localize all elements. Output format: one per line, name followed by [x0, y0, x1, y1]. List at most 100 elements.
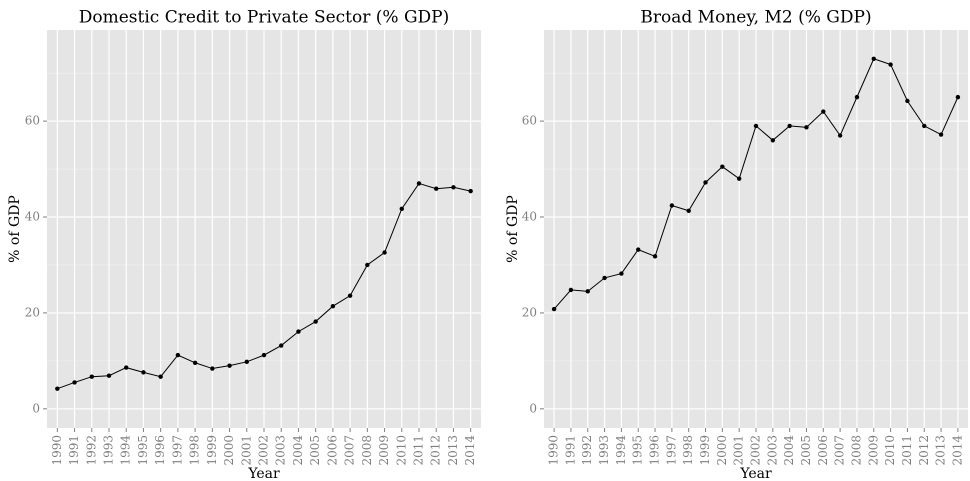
data-point [787, 123, 792, 129]
data-point [905, 98, 910, 104]
data-point [468, 188, 473, 194]
x-tick-label: 2000 [715, 435, 729, 466]
y-axis-title: % of GDP [505, 195, 521, 263]
data-point [551, 306, 557, 312]
data-point [451, 185, 456, 190]
x-tick-label: 1997 [170, 435, 184, 466]
data-point [871, 56, 876, 61]
data-point [124, 365, 129, 370]
y-tick-label: 60 [25, 114, 40, 128]
x-tick-label: 2007 [833, 435, 847, 466]
x-tick-label: 1999 [205, 435, 219, 466]
data-point [888, 62, 893, 67]
data-point [382, 250, 387, 255]
x-tick-label: 1996 [648, 435, 662, 466]
data-point [770, 138, 776, 143]
x-tick-label: 2011 [412, 435, 426, 466]
x-axis-title: Year [739, 466, 772, 481]
x-tick-label: 1993 [102, 435, 116, 466]
data-point [804, 125, 809, 130]
data-point [686, 208, 691, 213]
x-tick-label: 2010 [394, 435, 408, 466]
data-point [279, 343, 284, 348]
x-tick-label: 1993 [597, 435, 611, 466]
data-point [141, 370, 146, 375]
y-tick-label: 60 [522, 114, 537, 128]
data-point [89, 374, 94, 379]
y-tick-label: 0 [32, 401, 40, 415]
data-point [602, 275, 607, 281]
x-tick-label: 2013 [934, 435, 948, 466]
data-point [837, 133, 843, 138]
x-tick-label: 2002 [257, 435, 271, 466]
x-tick-label: 2006 [816, 435, 830, 466]
data-point [365, 262, 370, 268]
x-tick-label: 2009 [866, 435, 880, 466]
data-point [854, 94, 860, 100]
x-tick-label: 1994 [119, 435, 133, 466]
x-tick-label: 2000 [222, 435, 236, 466]
y-tick-label: 20 [522, 305, 537, 319]
data-point [399, 206, 404, 212]
data-point [192, 360, 198, 365]
x-tick-label: 1995 [631, 435, 645, 466]
x-tick-label: 2003 [274, 435, 288, 466]
x-tick-label: 1996 [153, 435, 167, 466]
data-point [416, 181, 422, 186]
y-tick-label: 0 [529, 401, 537, 415]
x-tick-label: 2003 [765, 435, 779, 466]
data-point [55, 386, 60, 391]
x-tick-label: 2002 [749, 435, 763, 466]
x-tick-label: 2004 [291, 435, 305, 466]
x-axis-title: Year [247, 466, 280, 481]
x-tick-label: 1994 [614, 435, 628, 466]
data-point [955, 94, 961, 100]
chart-title: Domestic Credit to Private Sector (% GDP… [79, 8, 450, 28]
y-tick-label: 40 [522, 210, 537, 224]
data-point [72, 380, 77, 385]
data-point [210, 366, 215, 371]
data-point [158, 374, 163, 379]
x-tick-label: 1997 [664, 435, 678, 466]
data-point [821, 109, 826, 114]
x-tick-label: 1990 [547, 435, 561, 466]
x-tick-label: 1999 [698, 435, 712, 466]
data-point [669, 203, 675, 208]
x-tick-label: 2010 [883, 435, 897, 466]
x-tick-label: 1992 [580, 435, 594, 466]
y-tick-label: 20 [25, 305, 40, 319]
x-tick-label: 2001 [239, 435, 253, 466]
data-point [568, 287, 574, 293]
x-tick-label: 1990 [50, 435, 64, 466]
x-tick-label: 1995 [136, 435, 150, 466]
data-point [753, 123, 759, 129]
y-axis-title: % of GDP [7, 195, 23, 263]
data-point [244, 359, 249, 365]
data-point [938, 132, 944, 137]
x-tick-label: 1991 [67, 435, 81, 466]
x-tick-label: 2005 [799, 435, 813, 466]
data-point [227, 363, 232, 368]
chart-title: Broad Money, M2 (% GDP) [640, 8, 871, 28]
x-tick-label: 2012 [429, 435, 443, 466]
x-tick-label: 1998 [681, 435, 695, 466]
data-point [636, 247, 641, 252]
x-tick-label: 2006 [325, 435, 339, 466]
x-tick-label: 1998 [188, 435, 202, 466]
x-tick-label: 2005 [308, 435, 322, 466]
data-point [585, 289, 590, 294]
data-point [330, 304, 336, 309]
x-tick-label: 2012 [917, 435, 931, 466]
x-tick-label: 2007 [343, 435, 357, 466]
data-point [434, 186, 439, 191]
data-point [347, 293, 353, 298]
x-tick-label: 2013 [446, 435, 460, 466]
y-tick-label: 40 [25, 210, 40, 224]
data-point [703, 180, 708, 185]
x-tick-label: 1991 [563, 435, 577, 466]
x-tick-label: 2008 [360, 435, 374, 466]
data-point [313, 319, 318, 324]
x-tick-label: 2009 [377, 435, 391, 466]
